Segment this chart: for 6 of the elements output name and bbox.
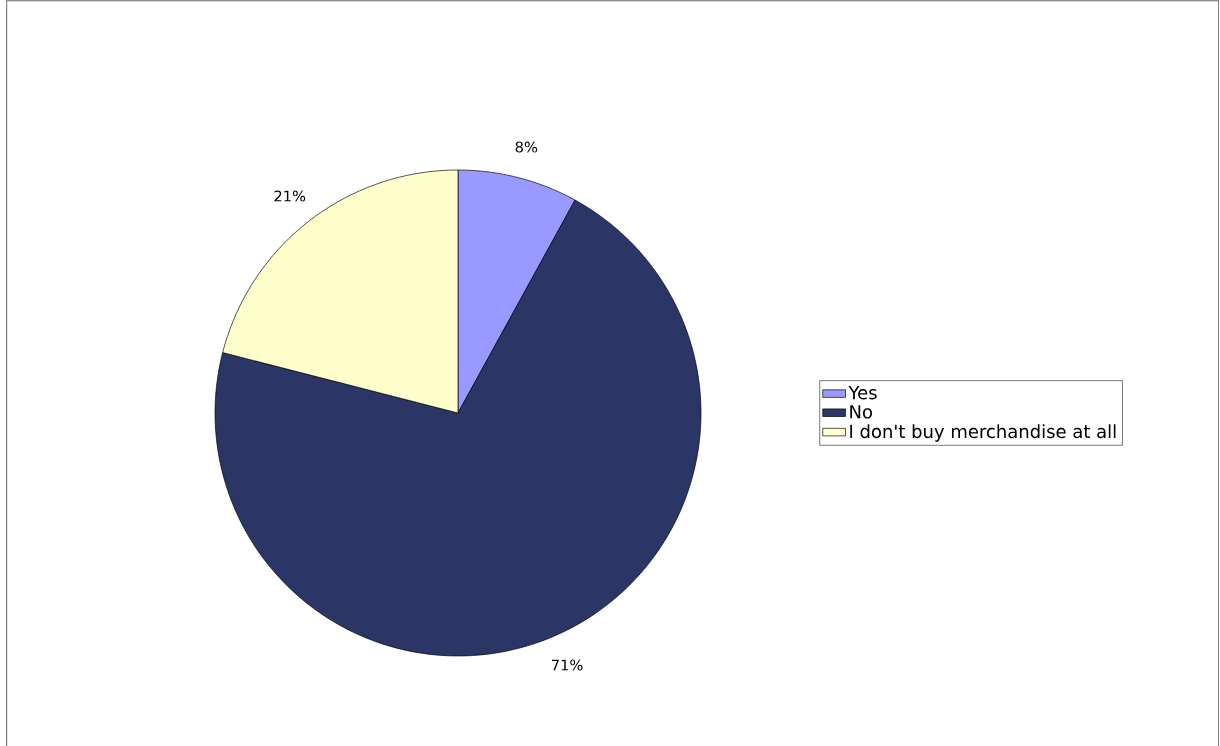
legend-label: No	[850, 405, 872, 419]
legend-label: I don't buy merchandise at all	[850, 424, 1116, 442]
data-label: 21%	[274, 190, 306, 202]
legend-label: Yes	[848, 386, 877, 400]
data-label: 71%	[551, 659, 583, 671]
data-label: 8%	[515, 141, 538, 153]
